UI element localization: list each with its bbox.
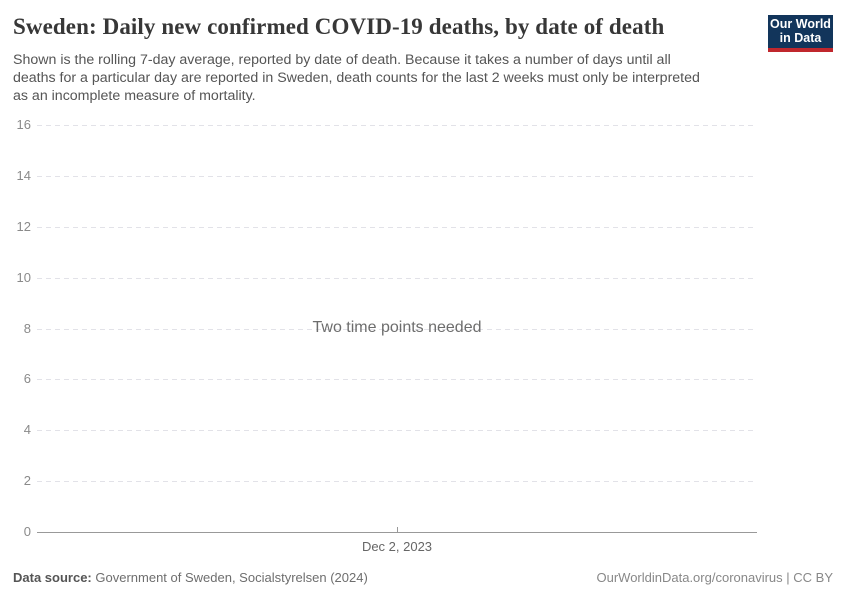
y-gridline: [37, 328, 757, 330]
owid-logo-text: Our World in Data: [768, 15, 833, 48]
owid-logo-red-bar: [768, 48, 833, 52]
y-tick-label: 6: [23, 371, 31, 387]
x-axis-line: [37, 532, 757, 533]
y-gridline: [37, 481, 757, 483]
datasource-value: Government of Sweden, Socialstyrelsen (2…: [95, 570, 368, 585]
y-tick-label: 0: [23, 524, 31, 539]
x-tick-label: Dec 2, 2023: [361, 539, 433, 554]
chart-subtitle-line: Shown is the rolling 7-day average, repo…: [13, 52, 671, 68]
owid-logo-line1: Our World: [770, 17, 831, 31]
y-gridline: [37, 379, 757, 381]
y-gridline: [37, 277, 757, 279]
y-tick-label: 10: [16, 269, 31, 285]
footer-credit-link[interactable]: OurWorldinData.org/coronavirus | CC BY: [596, 570, 833, 585]
owid-logo-line2: in Data: [779, 31, 822, 45]
datasource-line: Data source: Government of Sweden, Socia…: [13, 570, 368, 585]
chart-subtitle: Shown is the rolling 7-day average, repo…: [13, 51, 700, 105]
datasource-label: Data source:: [13, 570, 92, 585]
y-tick-label: 2: [23, 473, 31, 489]
y-tick-label: 12: [16, 218, 31, 234]
y-tick-label: 16: [16, 117, 31, 132]
y-gridline: [37, 430, 757, 432]
y-gridline: [37, 226, 757, 228]
chart-subtitle-line: as an incomplete measure of mortality.: [13, 88, 256, 104]
owid-logo[interactable]: Our World in Data: [768, 15, 833, 52]
chart-title: Sweden: Daily new confirmed COVID-19 dea…: [13, 14, 665, 39]
y-tick-label: 4: [23, 422, 31, 438]
y-gridline: [37, 175, 757, 177]
chart-subtitle-line: deaths for a particular day are reported…: [13, 70, 700, 86]
y-tick-label: 8: [23, 320, 31, 336]
y-gridline: [37, 125, 757, 126]
y-tick-label: 14: [16, 167, 31, 183]
chart-footer: Data source: Government of Sweden, Socia…: [13, 570, 833, 585]
empty-state-message: Two time points needed: [312, 319, 482, 336]
x-tick-mark: [397, 527, 398, 532]
